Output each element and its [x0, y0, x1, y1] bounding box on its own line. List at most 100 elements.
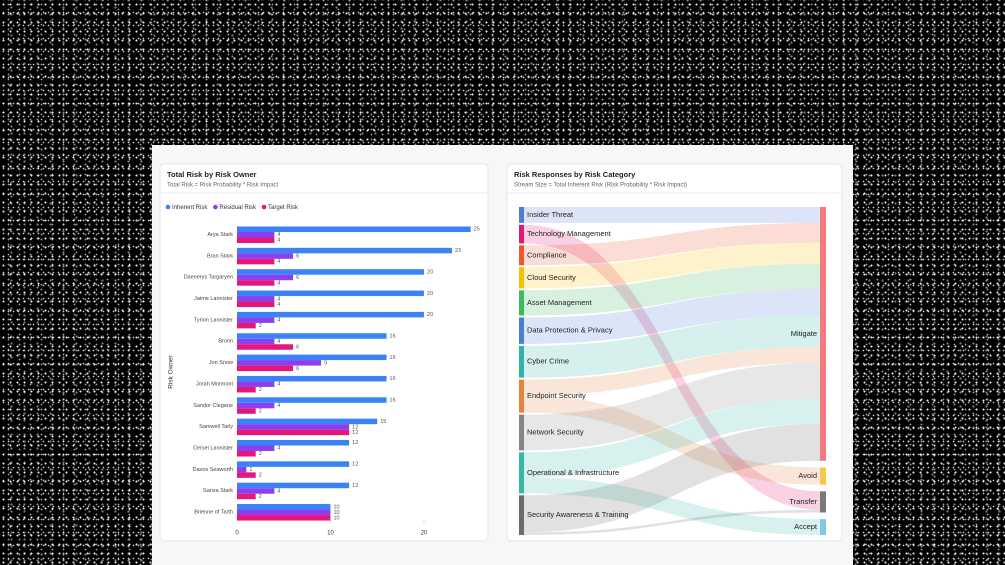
sankey-link — [524, 315, 820, 378]
bar — [237, 360, 322, 366]
y-tick-label: Daenerys Targaryen — [184, 275, 233, 281]
y-tick-label: Brienne of Tarth — [194, 510, 233, 516]
y-tick-label: Jaime Lannister — [194, 296, 233, 302]
data-label: 15 — [380, 419, 386, 425]
bar — [237, 247, 452, 254]
chart-subtitle: Total Risk = Risk Probability * Risk Imp… — [167, 183, 279, 189]
sankey-link — [524, 423, 820, 533]
bar — [237, 274, 294, 281]
data-label: 4 — [277, 259, 280, 265]
chart-title: Total Risk by Risk Owner — [167, 170, 257, 179]
legend-label: Inherent Risk — [172, 205, 208, 211]
data-label: 4 — [277, 280, 280, 286]
y-tick-label: Cersei Lannister — [193, 445, 233, 451]
data-label: 2 — [259, 387, 262, 393]
data-label: 20 — [427, 312, 433, 318]
data-label: 2 — [259, 409, 262, 415]
legend-marker — [165, 204, 171, 210]
sankey-node — [519, 414, 524, 451]
bar — [237, 482, 350, 489]
bar — [237, 311, 424, 318]
chart-title: Risk Responses by Risk Category — [514, 170, 636, 179]
bar — [237, 301, 275, 308]
bar — [237, 515, 331, 521]
data-label: 4 — [277, 488, 280, 494]
data-label: 10 — [333, 515, 339, 521]
node-label: Avoid — [798, 471, 817, 480]
bar — [237, 461, 350, 467]
data-label: 2 — [259, 494, 262, 500]
y-tick-label: Arya Stark — [207, 232, 233, 238]
data-label: 12 — [352, 440, 358, 446]
bar — [237, 429, 350, 436]
node-label: Cloud Security — [527, 273, 576, 282]
bar — [237, 440, 350, 446]
data-label: 9 — [324, 360, 327, 366]
data-label: 10 — [333, 504, 339, 510]
node-label: Mitigate — [791, 329, 817, 338]
data-label: 4 — [277, 232, 280, 238]
data-label: 2 — [259, 323, 262, 329]
node-label: Endpoint Security — [527, 391, 586, 400]
bar — [237, 280, 275, 286]
legend-marker — [213, 204, 218, 210]
sankey-link — [524, 398, 820, 478]
node-label: Security Awareness & Training — [527, 510, 629, 519]
data-label: 4 — [277, 339, 280, 345]
y-tick-label: Jorah Mormont — [196, 381, 233, 387]
sankey-link — [524, 362, 820, 451]
sankey-link — [524, 224, 820, 510]
data-label: 4 — [277, 296, 280, 302]
sankey-node — [519, 224, 524, 244]
bar — [237, 333, 387, 339]
bar — [237, 445, 275, 451]
y-tick-label: Samwell Tarly — [199, 424, 233, 430]
bar — [237, 365, 294, 372]
sankey-link — [524, 477, 820, 535]
data-label: 6 — [296, 344, 299, 350]
bar — [237, 322, 256, 329]
y-tick-label: Bran Stark — [207, 253, 233, 259]
data-label: 4 — [277, 238, 280, 244]
sankey-link — [524, 242, 820, 289]
data-label: 12 — [352, 424, 358, 430]
node-label: Network Security — [527, 428, 584, 437]
bar — [237, 418, 378, 425]
sankey-node — [519, 267, 524, 289]
sankey-node — [519, 290, 524, 316]
data-label: 12 — [352, 483, 358, 489]
data-label: 2 — [259, 451, 262, 457]
data-label: 6 — [296, 254, 299, 260]
bar — [237, 354, 387, 361]
sankey-node — [820, 491, 826, 513]
bar — [237, 226, 471, 232]
bar — [237, 504, 331, 510]
sankey-node — [519, 245, 524, 266]
y-tick-label: Tyrion Lannister — [194, 317, 233, 323]
legend-marker — [261, 204, 267, 210]
data-label: 2 — [259, 473, 262, 479]
node-label: Operational & Infrastructure — [527, 468, 619, 477]
bar — [237, 232, 275, 238]
node-label: Insider Threat — [527, 210, 574, 219]
bar — [237, 338, 275, 345]
data-label: 12 — [352, 462, 358, 468]
bar — [237, 402, 275, 409]
bar — [237, 509, 331, 516]
bar — [237, 258, 275, 265]
sankey-node — [820, 519, 826, 535]
node-label: Accept — [794, 522, 818, 531]
axis-title: Risk Owner — [168, 354, 175, 388]
data-label: 16 — [390, 398, 396, 404]
bar — [237, 381, 275, 387]
sankey-node — [519, 207, 524, 223]
data-label: 1 — [249, 467, 252, 473]
data-label: 16 — [390, 355, 396, 361]
bar — [237, 344, 294, 350]
y-tick-label: Bronn — [218, 339, 233, 345]
bar — [237, 296, 275, 302]
data-label: 25 — [474, 227, 480, 233]
data-label: 6 — [296, 275, 299, 281]
